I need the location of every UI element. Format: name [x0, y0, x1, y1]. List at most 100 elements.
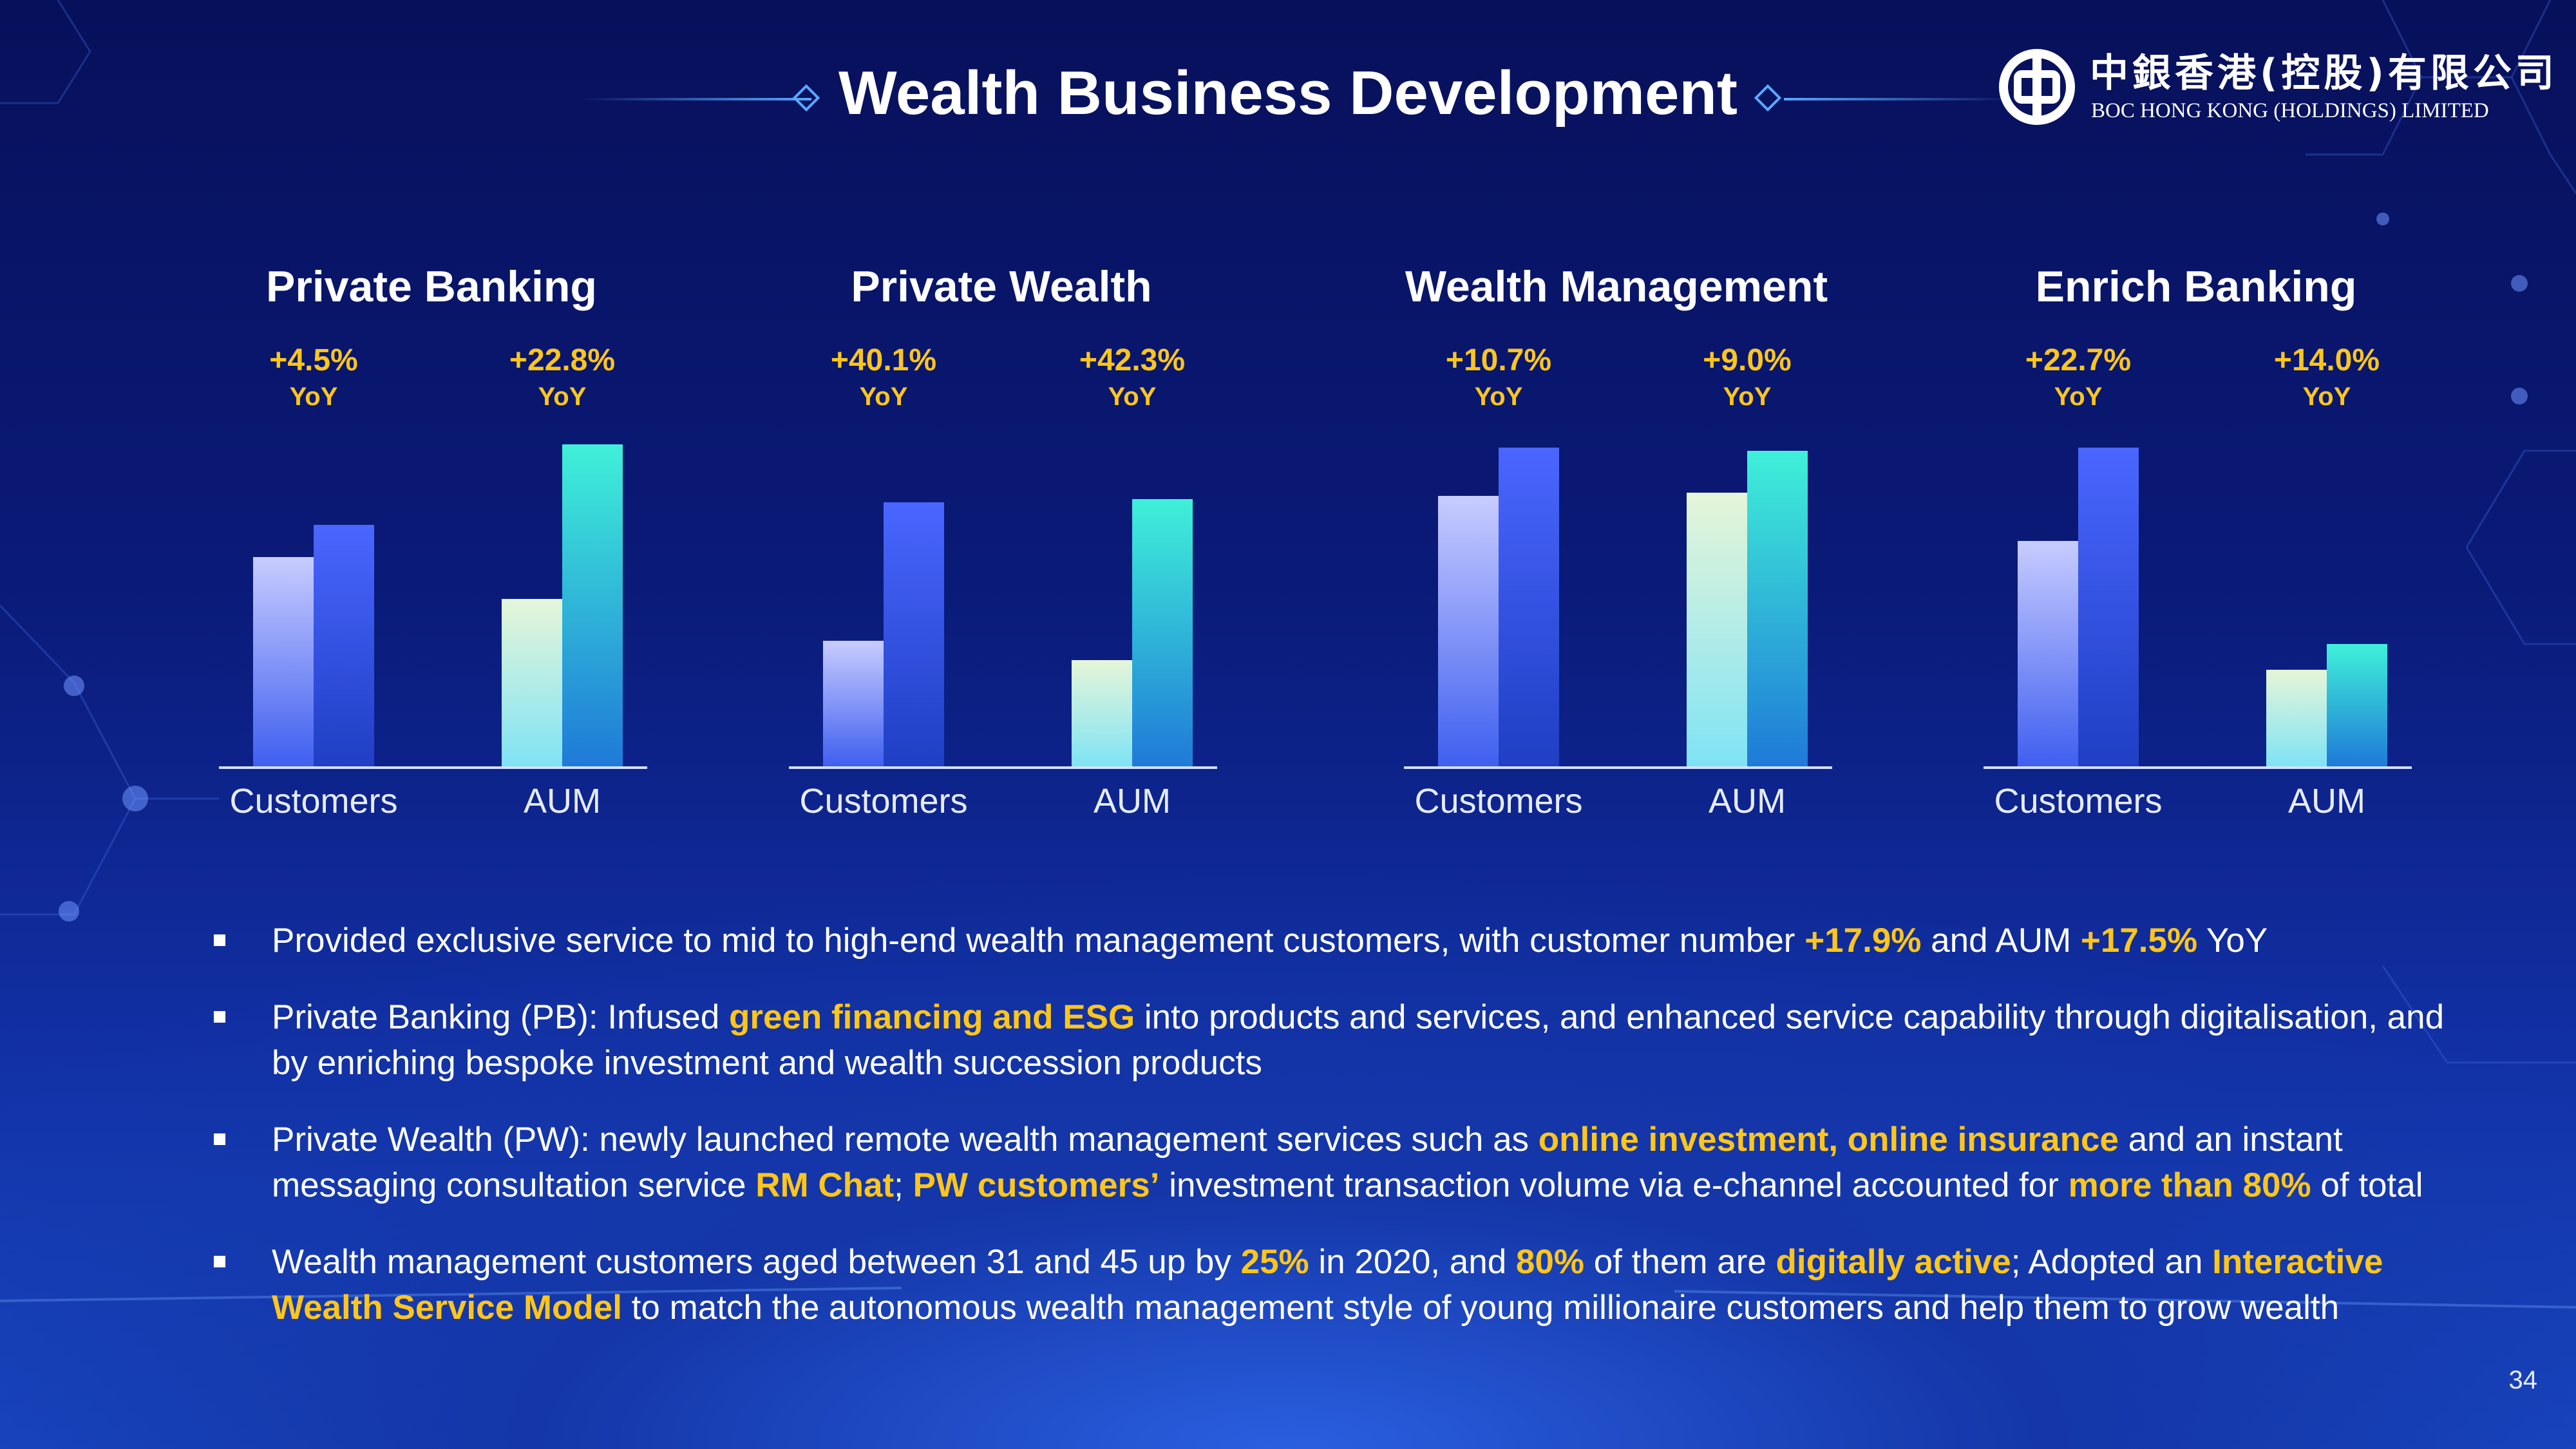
- bullet-text: to match the autonomous wealth managemen…: [621, 1289, 2340, 1327]
- growth-percent: +9.0%: [1703, 343, 1792, 377]
- growth-percent: +22.8%: [509, 343, 616, 377]
- bullet-highlight-text: online investment, online insurance: [1538, 1121, 2119, 1159]
- bullet-text: Private Banking (PB): Infused: [272, 998, 729, 1036]
- bar-aum-current: [1132, 499, 1193, 766]
- bullet-square-icon: [214, 1011, 225, 1023]
- bullet-text: Private Wealth (PW): newly launched remo…: [272, 1121, 1539, 1159]
- bar-aum-current: [2327, 644, 2387, 766]
- growth-label-customers: +4.5% YoY: [230, 341, 397, 413]
- bullet-highlight-text: Interactive Wealth Service Model: [272, 1243, 2383, 1327]
- bar-customers-prior: [2018, 541, 2078, 766]
- growth-period: YoY: [1723, 383, 1772, 411]
- bullet-item: Private Wealth (PW): newly launched remo…: [213, 1117, 2467, 1208]
- title-decoration-line-right: [1784, 98, 2016, 100]
- bullet-text: investment transaction volume via e-chan…: [1159, 1166, 2069, 1204]
- bar-customers-prior: [823, 641, 884, 766]
- chart-panel-private-banking: Private Banking +4.5% YoY +22.8% YoY Customer…: [187, 245, 676, 844]
- bar-aum-prior: [1687, 493, 1747, 766]
- growth-percent: +40.1%: [830, 343, 937, 377]
- chart-title: Wealth Management: [1405, 262, 1828, 311]
- bullet-highlight-text: green financing and ESG: [728, 998, 1135, 1036]
- category-label-customers: Customers: [1994, 782, 2163, 820]
- growth-period: YoY: [538, 383, 587, 411]
- bar-customers-current: [1499, 448, 1559, 766]
- bullet-text: and an instant messaging consultation se…: [272, 1121, 2343, 1204]
- company-name-chinese: 中銀香港(控股)有限公司: [2090, 51, 2558, 96]
- page-number: 34: [2508, 1366, 2538, 1394]
- title-decoration-line-left: [580, 98, 811, 100]
- bar-chart-enrich-banking: [1984, 448, 2412, 769]
- growth-period: YoY: [289, 383, 338, 411]
- growth-label-customers: +40.1% YoY: [800, 341, 967, 413]
- bullet-square-icon: [214, 1256, 225, 1267]
- growth-period: YoY: [1474, 383, 1523, 411]
- growth-percent: +10.7%: [1445, 343, 1552, 377]
- bullet-text: and AUM: [1921, 922, 2081, 960]
- chart-panel-private-wealth: Private Wealth +40.1% YoY +42.3% YoY Customer…: [757, 245, 1246, 844]
- bullet-item: Wealth management customers aged between…: [213, 1239, 2467, 1331]
- growth-percent: +22.7%: [2025, 343, 2132, 377]
- chart-panel-wealth-management: Wealth Management +10.7% YoY +9.0% YoY Custom…: [1372, 245, 1861, 844]
- bullet-text: Wealth management customers aged between…: [272, 1243, 1241, 1281]
- growth-label-aum: +14.0% YoY: [2243, 341, 2410, 413]
- bar-aum-prior: [502, 599, 562, 766]
- bar-aum-current: [1747, 451, 1808, 766]
- bar-chart-wealth-management: [1404, 448, 1832, 769]
- bullet-square-icon: [214, 1133, 225, 1145]
- growth-percent: +42.3%: [1079, 343, 1186, 377]
- chart-panel-enrich-banking: Enrich Banking +22.7% YoY +14.0% YoY Customer…: [1951, 245, 2441, 844]
- growth-percent: +14.0%: [2273, 343, 2380, 377]
- company-name-english: BOC HONG KONG (HOLDINGS) LIMITED: [2091, 99, 2489, 122]
- growth-label-customers: +10.7% YoY: [1415, 341, 1582, 413]
- category-label-aum: AUM: [1094, 782, 1171, 820]
- growth-label-aum: +9.0% YoY: [1663, 341, 1831, 413]
- category-label-customers: Customers: [1414, 782, 1583, 820]
- bullet-highlight-text: PW customers’: [913, 1166, 1160, 1204]
- bullet-text: ; Adopted an: [2011, 1243, 2213, 1281]
- bullet-text: in 2020, and: [1309, 1243, 1516, 1281]
- bar-customers-current: [2078, 448, 2139, 766]
- bar-customers-current: [314, 525, 374, 766]
- bar-aum-prior: [1072, 660, 1132, 766]
- bullet-list: Provided exclusive service to mid to hig…: [213, 918, 2467, 1361]
- bar-chart-private-banking: [219, 444, 647, 769]
- bullet-square-icon: [214, 934, 225, 946]
- bullet-text: ;: [894, 1166, 913, 1204]
- growth-label-aum: +22.8% YoY: [478, 341, 646, 413]
- bullet-highlight-text: 80%: [1515, 1243, 1584, 1281]
- growth-period: YoY: [859, 383, 908, 411]
- bullet-text: into products and services, and enhanced…: [272, 998, 2445, 1082]
- category-label-customers: Customers: [799, 782, 968, 820]
- growth-period: YoY: [1108, 383, 1157, 411]
- bar-customers-current: [884, 502, 944, 766]
- bar-aum-prior: [2266, 670, 2327, 766]
- bullet-text: of total: [2311, 1166, 2423, 1204]
- bar-customers-prior: [253, 557, 314, 766]
- bullet-highlight-text: digitally active: [1776, 1243, 2011, 1281]
- bullet-item: Provided exclusive service to mid to hig…: [213, 918, 2467, 963]
- bullet-text: Provided exclusive service to mid to hig…: [272, 922, 1805, 960]
- bullet-highlight-text: more than 80%: [2068, 1166, 2311, 1204]
- chart-title: Private Wealth: [851, 262, 1152, 311]
- growth-label-customers: +22.7% YoY: [1994, 341, 2162, 413]
- bar-aum-current: [562, 444, 623, 766]
- bullet-text: of them are: [1584, 1243, 1776, 1281]
- chart-title: Private Banking: [266, 262, 597, 311]
- bullet-highlight-text: RM Chat: [755, 1166, 895, 1204]
- category-label-aum: AUM: [524, 782, 601, 820]
- bar-customers-prior: [1438, 496, 1499, 766]
- bullet-highlight-text: +17.9%: [1804, 922, 1922, 960]
- growth-percent: +4.5%: [269, 343, 358, 377]
- category-label-aum: AUM: [2288, 782, 2365, 820]
- slide-title: Wealth Business Development: [838, 59, 1738, 128]
- bullet-text: YoY: [2197, 922, 2268, 960]
- growth-period: YoY: [2054, 383, 2103, 411]
- boc-logo-icon: [1999, 49, 2075, 125]
- chart-title: Enrich Banking: [2035, 262, 2357, 311]
- bullet-highlight-text: +17.5%: [2080, 922, 2198, 960]
- bullet-highlight-text: 25%: [1240, 1243, 1309, 1281]
- growth-label-aum: +42.3% YoY: [1048, 341, 1216, 413]
- bar-chart-private-wealth: [789, 499, 1217, 769]
